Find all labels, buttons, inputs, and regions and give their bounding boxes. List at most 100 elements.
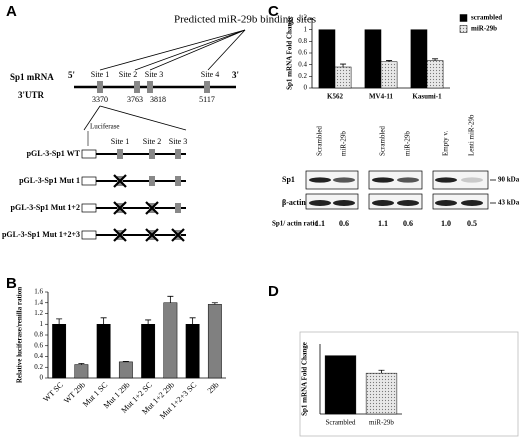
site-label: Site 1	[91, 70, 109, 79]
ratio-value: 1.1	[315, 219, 325, 228]
bar	[364, 29, 382, 89]
panel-label: B	[6, 275, 17, 292]
x-tick-label: Kasumi-1	[412, 93, 442, 101]
site-box	[149, 176, 155, 186]
blot-frame	[305, 170, 359, 190]
mutation-mark	[113, 228, 127, 242]
mutation-mark	[113, 174, 127, 188]
bar	[334, 66, 352, 89]
y-tick-label: 1.4	[34, 298, 43, 306]
x-tick-label: miR-29b	[369, 419, 394, 427]
site-label: Site 3	[145, 70, 163, 79]
x-tick-label: MV4-11	[369, 93, 394, 101]
site-box	[175, 176, 181, 186]
y-tick-label: 1.2	[34, 309, 43, 317]
bar	[74, 364, 89, 379]
lane-label: Scrambled	[316, 126, 324, 156]
legend-label: scrambled	[471, 14, 502, 22]
lane-label: miR-29b	[404, 131, 412, 156]
y-axis-label: Sp1 mRNA Fold Change	[301, 342, 309, 416]
blot-band	[397, 177, 419, 183]
site-position: 3818	[150, 95, 166, 104]
lane-label: Scrambled	[379, 126, 387, 156]
y-tick-label: 0.8	[34, 331, 43, 339]
blot-band	[372, 200, 394, 206]
luciferase-box	[81, 230, 97, 240]
mutation-mark	[145, 228, 159, 242]
site-box	[147, 81, 153, 93]
construct-label: pGL-3-Sp1 Mut 1	[19, 176, 80, 185]
marker-label: 90 kDa	[498, 176, 520, 184]
panel-frame	[299, 331, 519, 437]
site-box	[149, 149, 155, 159]
y-tick-label: 0.2	[298, 72, 307, 80]
construct-label: pGL-3-Sp1 WT	[27, 149, 81, 158]
error-bar	[432, 58, 439, 61]
y-tick-label: 0.4	[298, 60, 307, 68]
blot-row-label: β-actin	[282, 198, 306, 207]
diagram-title: Predicted miR-29b binding sites	[174, 14, 316, 26]
y-tick-label: 1	[304, 25, 308, 33]
mutation-mark	[145, 201, 159, 215]
y-axis-label: Relative luciferase/renilla ration	[16, 287, 24, 383]
bar	[410, 29, 428, 89]
ratio-label: Sp1/ actin ratio	[272, 220, 318, 228]
error-bar	[378, 369, 385, 374]
ratio-value: 0.6	[339, 219, 349, 228]
construct-label: pGL-3-Sp1 Mut 1+2	[11, 203, 80, 212]
y-tick-label: 1.2	[298, 14, 307, 22]
panel-label: D	[268, 283, 279, 300]
y-tick-label: 0.2	[34, 363, 43, 371]
site-box	[175, 203, 181, 213]
lane-label: Empty v.	[442, 131, 450, 156]
marker-label: 43 kDa	[498, 199, 520, 207]
error-bar	[78, 363, 85, 365]
construct-label: pGL-3-Sp1 Mut 1+2+3	[2, 230, 80, 239]
luciferase-box	[81, 149, 97, 159]
blot-band	[333, 200, 355, 206]
panel-label: C	[268, 3, 279, 20]
utr-label: 3'UTR	[18, 90, 45, 100]
ratio-value: 1.1	[378, 219, 388, 228]
bar	[207, 304, 222, 379]
bar	[426, 60, 444, 89]
site-position: 3763	[127, 95, 143, 104]
lane-label: miR-29b	[340, 131, 348, 156]
x-tick-label: K562	[327, 93, 343, 101]
blot-frame	[432, 170, 489, 190]
y-tick-label: 0.6	[298, 49, 307, 57]
site-label: Site 4	[201, 70, 219, 79]
site-box	[134, 81, 140, 93]
error-bar	[122, 360, 129, 362]
site-position: 5117	[199, 95, 215, 104]
blot-frame	[368, 170, 423, 190]
y-tick-label: 1.6	[34, 288, 43, 296]
blot-band	[461, 200, 483, 206]
five-prime: 5'	[68, 70, 75, 80]
mutation-mark	[113, 201, 127, 215]
site-box	[204, 81, 210, 93]
error-bar	[56, 318, 63, 325]
x-tick-label: Scrambled	[326, 419, 356, 427]
construct-site-label: Site 1	[111, 137, 129, 146]
bar	[163, 302, 178, 379]
legend-swatch	[459, 25, 468, 33]
ratio-value: 1.0	[441, 219, 451, 228]
y-tick-label: 1	[40, 320, 44, 328]
ratio-value: 0.5	[467, 219, 477, 228]
zoom-lines	[83, 105, 187, 131]
y-tick-label: 0	[304, 84, 308, 92]
site-box	[117, 149, 123, 159]
blot-band	[309, 177, 331, 183]
blot-band	[435, 177, 457, 183]
error-bar	[100, 317, 107, 325]
y-tick-label: 0	[40, 374, 44, 382]
lane-label: Lenti miR-29b	[468, 114, 476, 156]
panel-label: A	[6, 3, 17, 20]
site-box	[175, 149, 181, 159]
site-label: Site 2	[119, 70, 137, 79]
error-bar	[340, 63, 347, 67]
x-tick-label: 29b	[206, 380, 221, 395]
luciferase-box	[81, 176, 97, 186]
